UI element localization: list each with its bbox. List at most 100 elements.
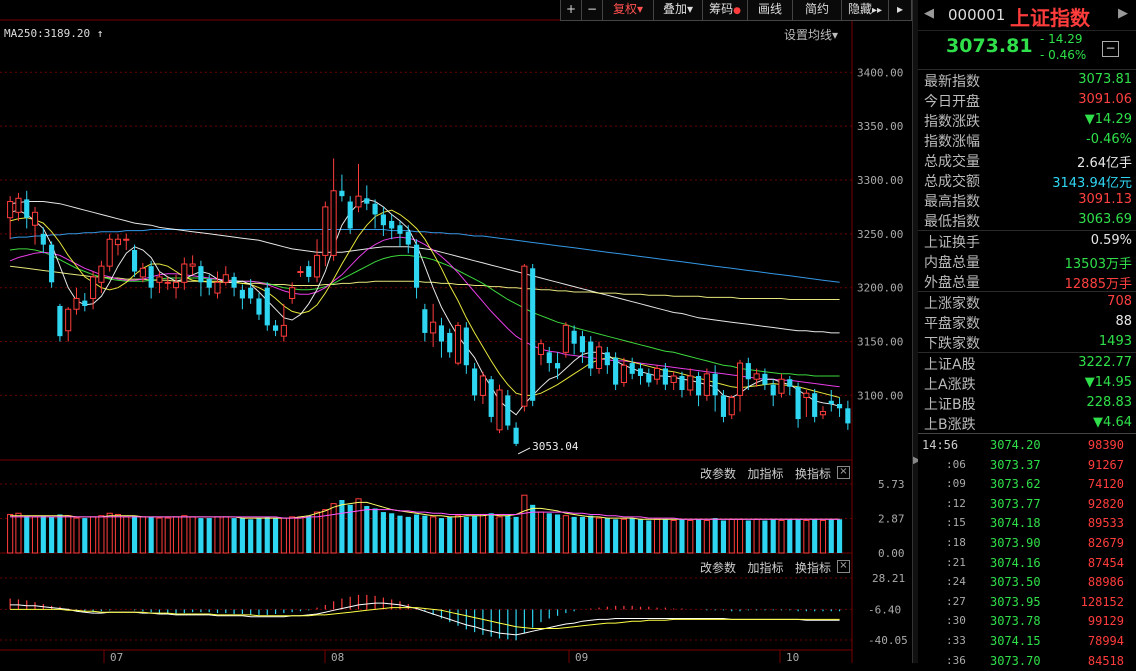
candle-body [454, 324, 462, 364]
jiazhibiao-button[interactable]: 加指标 [747, 561, 784, 575]
month-label: 08 [331, 651, 344, 663]
candle-body [654, 367, 661, 380]
tick-time: :12 [946, 496, 966, 510]
volume-bar [131, 515, 138, 553]
stats-section-3: 上涨家数 708 平盘家数 88 下跌家数 1493 [918, 291, 1136, 352]
tick-price: 3073.90 [990, 535, 1041, 550]
chouma-button[interactable]: 筹码● [702, 0, 748, 21]
tick-volume: 98390 [1087, 438, 1124, 452]
arrow-up-icon: ↑ [96, 27, 104, 40]
volume-bar [454, 515, 462, 554]
low-marker-label: 3053.04 [532, 440, 579, 453]
jiazhibiao-button[interactable]: 加指标 [747, 467, 784, 481]
tick-volume: 89533 [1087, 516, 1124, 531]
tick-price: 3073.70 [990, 653, 1041, 668]
volume-bar [347, 504, 353, 553]
tick-volume: 84518 [1087, 653, 1124, 668]
candle-body [753, 373, 760, 380]
close-icon[interactable]: × [837, 560, 850, 573]
stat-label: 指数涨跌 [924, 114, 980, 130]
chart-svg[interactable]: 3400.00 3350.00 3300.00 3250.00 3200.00 3150.… [0, 0, 912, 663]
volume-bar [703, 519, 710, 554]
volume-bar [114, 513, 122, 554]
candle-body [812, 393, 818, 417]
candle-body [546, 352, 552, 364]
candle-body [389, 220, 395, 229]
candle-body [198, 266, 204, 283]
candle-body [778, 378, 785, 394]
candle-body [803, 392, 810, 399]
tick-price: 3074.16 [990, 555, 1041, 570]
stat-value: ▼14.95 [1084, 375, 1132, 390]
kline-chart-area[interactable]: 3400.00 3350.00 3300.00 3250.00 3200.00 3150.… [0, 0, 912, 663]
close-icon[interactable]: × [837, 466, 850, 479]
volume-ma-line [10, 509, 840, 520]
tick-row: :24 3073.50 88986 [918, 573, 1136, 593]
stat-row: 平盘家数 88 [918, 312, 1136, 332]
huanzhibiao-button[interactable]: 换指标 [794, 561, 831, 575]
volume-bar [172, 516, 180, 554]
price-summary: 3073.81 - 14.29 - 0.46% − [918, 31, 1136, 69]
candle-body [57, 306, 63, 337]
volume-bar [646, 520, 652, 553]
tick-time: :30 [946, 614, 966, 628]
volume-bar [256, 518, 262, 553]
tick-volume: 88986 [1087, 575, 1124, 590]
set-ma-button[interactable]: 设置均线▾ [784, 26, 838, 43]
candle-body [662, 368, 668, 385]
tick-volume: 82679 [1087, 535, 1124, 550]
minus-button[interactable]: − [1102, 41, 1119, 57]
macd-tick-label: 28.21 [872, 572, 905, 585]
yincang-label: 隐藏 [847, 2, 872, 16]
prev-arrow-icon[interactable]: ◀ [924, 6, 934, 21]
stat-row: 总成交量 2.64亿手 [918, 150, 1136, 171]
jianyue-button[interactable]: 简约 [792, 0, 842, 21]
candle-body [828, 400, 834, 404]
tick-row: :27 3073.95 128152 [918, 593, 1136, 613]
stat-value: 228.83 [1086, 395, 1133, 410]
ma250-line [10, 229, 840, 283]
candle-body [736, 362, 744, 396]
volume-bar [762, 520, 768, 553]
red-dot-icon: ● [733, 6, 741, 16]
yincang-button[interactable]: 隐藏▸▸ [841, 0, 889, 21]
volume-bar [604, 518, 610, 553]
stat-row: 最高指数 3091.13 [918, 190, 1136, 210]
stat-value: 3063.69 [1078, 212, 1132, 227]
volume-bar [231, 518, 237, 553]
gaicanshu-button[interactable]: 改参数 [700, 467, 737, 481]
huanzhibiao-button[interactable]: 换指标 [794, 467, 831, 481]
fuquan-button[interactable]: 复权▾ [602, 0, 654, 21]
stat-value: ▼14.29 [1084, 112, 1132, 127]
stat-row: 内盘总量 13503万手 [918, 251, 1136, 272]
low-marker-arrow [517, 447, 531, 455]
candle-body [620, 364, 627, 383]
diejia-button[interactable]: 叠加▾ [653, 0, 703, 21]
candle-body [845, 408, 851, 424]
volume-bar [629, 518, 635, 553]
collapse-button[interactable]: ▸ [888, 0, 912, 21]
candle-body [164, 281, 171, 284]
candle-body [239, 289, 245, 299]
double-arrow-right-icon: ▸▸ [871, 5, 883, 16]
volume-tick-label: 0.00 [878, 547, 905, 560]
huaxian-button[interactable]: 画线 [747, 0, 793, 21]
volume-bar [654, 518, 661, 554]
stat-row: 下跌家数 1493 [918, 332, 1136, 352]
next-arrow-icon[interactable]: ▶ [1118, 6, 1128, 21]
candle-body [90, 276, 97, 299]
zoom-out-button[interactable]: − [581, 0, 603, 21]
candle-body [588, 341, 594, 369]
stat-label: 最新指数 [924, 74, 980, 90]
candle-body [720, 395, 727, 417]
zoom-in-button[interactable]: + [560, 0, 582, 21]
ma250-label: MA250:3189.20 ↑ [4, 27, 103, 40]
stat-row: 上证B股 228.83 [918, 393, 1136, 413]
volume-bar [770, 519, 776, 553]
gaicanshu-button[interactable]: 改参数 [700, 561, 737, 575]
ma10-line [9, 209, 840, 398]
candle-body [819, 411, 827, 416]
tick-list[interactable]: 14:56 3074.20 98390:06 3073.37 91267:09 3073.… [918, 433, 1136, 671]
volume-bar [463, 516, 469, 553]
candle-body [670, 375, 677, 383]
